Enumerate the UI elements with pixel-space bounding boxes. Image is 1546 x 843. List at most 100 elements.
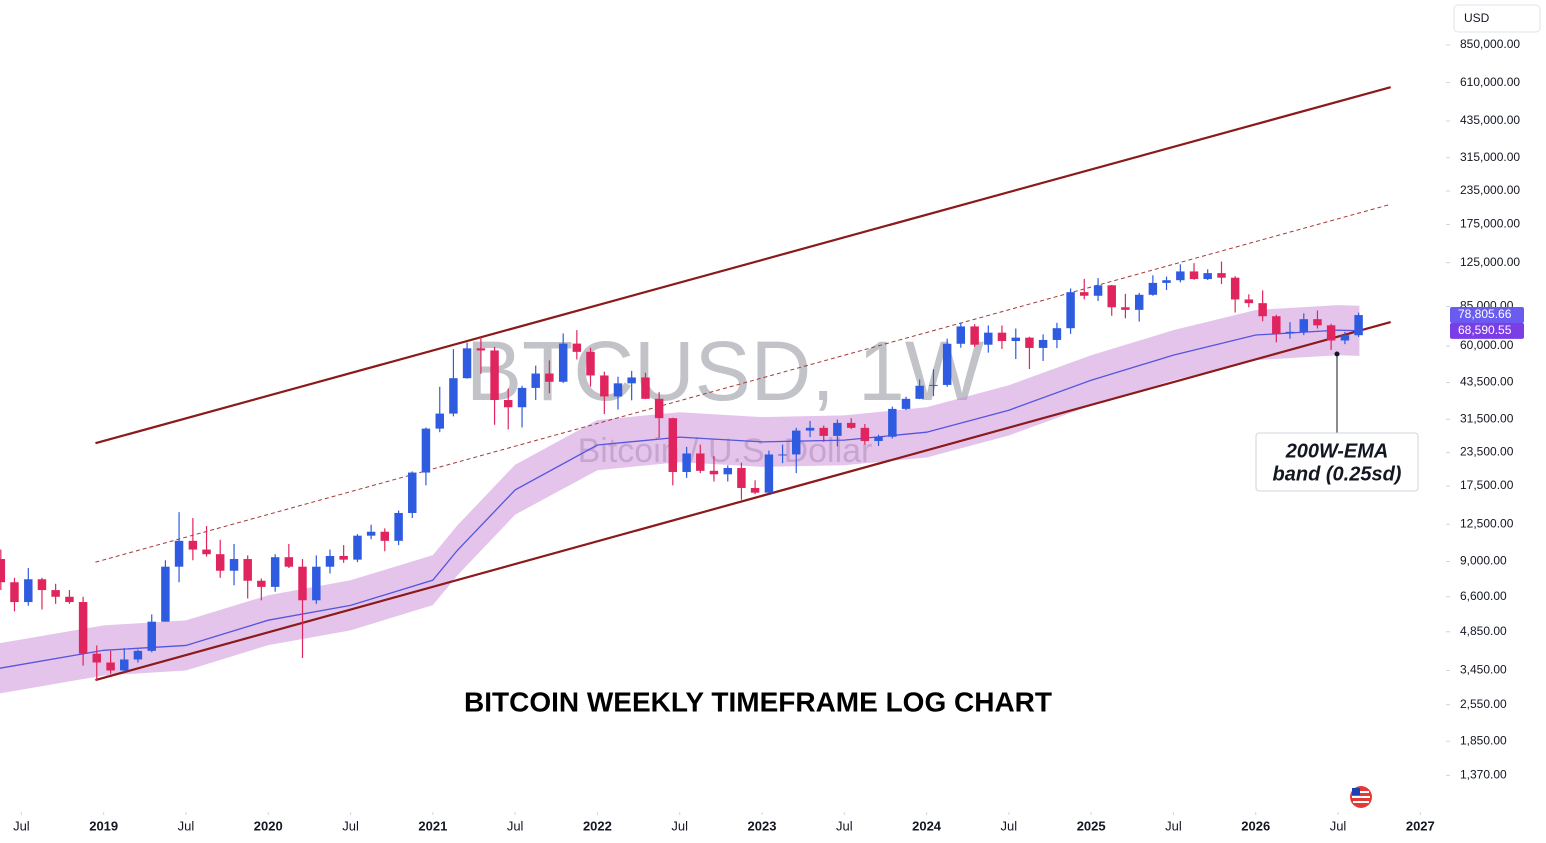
candle-body	[1162, 280, 1171, 283]
candle-body	[737, 468, 746, 488]
chart-title: BITCOIN WEEKLY TIMEFRAME LOG CHART	[464, 686, 1052, 717]
candle-body	[545, 373, 554, 382]
candle-body	[1025, 337, 1034, 348]
candle-body	[1230, 277, 1240, 300]
candle-body	[764, 454, 774, 493]
watermark-symbol: BTCUSD, 1W	[466, 324, 984, 418]
candle-body	[284, 557, 294, 567]
candle-body	[1080, 292, 1089, 296]
x-tick-label: 2020	[254, 818, 283, 833]
candle-body	[120, 659, 129, 671]
price-label-box	[1450, 322, 1524, 339]
x-tick-label: 2025	[1077, 818, 1106, 833]
x-tick-label: 2024	[912, 818, 942, 833]
candle-body	[215, 554, 225, 571]
annotation-dot	[1334, 351, 1340, 357]
candle-body	[1354, 315, 1363, 336]
candle-body	[1189, 271, 1199, 280]
y-tick-label: 4,850.00	[1460, 624, 1507, 638]
candle-body	[970, 326, 979, 345]
candle-body	[1093, 285, 1103, 296]
candle-body	[1038, 339, 1048, 348]
x-tick-label: Jul	[342, 818, 359, 833]
candle-body	[709, 470, 719, 475]
candle-body	[572, 343, 582, 352]
y-tick-label: 1,370.00	[1460, 768, 1507, 782]
x-tick-label: 2022	[583, 818, 612, 833]
candle-body	[819, 427, 828, 436]
candle-body	[229, 559, 239, 571]
y-tick-label: 125,000.00	[1460, 255, 1520, 269]
candle-body	[202, 549, 211, 555]
candle-body	[174, 540, 184, 567]
candle-body	[1011, 337, 1021, 342]
candle-body	[394, 512, 403, 541]
candle-body	[366, 531, 376, 536]
candle-body	[1134, 294, 1144, 310]
y-tick-label: 2,550.00	[1460, 697, 1507, 711]
candle-body	[503, 400, 513, 408]
x-tick-label: 2021	[418, 818, 447, 833]
candle-body	[92, 653, 102, 663]
y-tick-label: 235,000.00	[1460, 183, 1520, 197]
annotation-line: band (0.25sd)	[1273, 463, 1402, 485]
x-tick-label: Jul	[836, 818, 853, 833]
candle-body	[353, 535, 362, 560]
candle-body	[270, 557, 280, 587]
x-tick-label: 2027	[1406, 818, 1435, 833]
candle-body	[956, 326, 966, 344]
candle-body	[517, 387, 527, 408]
x-tick-label: Jul	[13, 818, 30, 833]
candle-body	[421, 428, 431, 473]
x-tick-label: Jul	[1330, 818, 1347, 833]
candle-body	[449, 378, 458, 414]
candle-body	[805, 427, 815, 431]
price-label: 68,590.55	[1458, 323, 1512, 337]
candle-body	[1148, 282, 1158, 295]
channel-line	[95, 320, 1391, 682]
candle-body	[106, 662, 115, 671]
plot-area	[0, 86, 1391, 694]
candle-body	[1052, 328, 1062, 340]
candle-body	[1299, 319, 1309, 332]
candle-body	[1258, 303, 1267, 317]
candle-body	[1121, 307, 1130, 310]
candle-body	[462, 348, 472, 379]
candle-body	[860, 427, 870, 442]
y-tick-label: 610,000.00	[1460, 75, 1520, 89]
candle-body	[723, 468, 733, 475]
candle-body	[133, 650, 143, 660]
x-tick-label: 2023	[748, 818, 777, 833]
annotation-box	[1255, 432, 1419, 492]
candle-body	[929, 384, 938, 386]
candle-body	[1244, 299, 1254, 304]
candle-body	[888, 408, 897, 437]
candle-body	[161, 566, 170, 622]
candle-body	[78, 602, 88, 654]
x-tick-label: Jul	[178, 818, 195, 833]
annotation-line: 200W-EMA	[1285, 440, 1389, 462]
y-tick-label: 315,000.00	[1460, 150, 1520, 164]
flag-stripe	[1352, 796, 1370, 798]
flag-stripe	[1353, 791, 1369, 793]
candle-body	[1107, 285, 1116, 308]
y-tick-label: 1,850.00	[1460, 733, 1507, 747]
candle-body	[558, 343, 568, 382]
candle-body	[641, 377, 650, 399]
candle-body	[24, 579, 33, 603]
flag-stripe	[1353, 801, 1369, 803]
candle-body	[627, 377, 636, 384]
x-tick-label: 2026	[1241, 818, 1270, 833]
x-tick-label: Jul	[507, 818, 524, 833]
candle-body	[668, 418, 678, 472]
candle-body	[984, 332, 993, 345]
candle-body	[600, 375, 609, 397]
flag-icon	[1350, 786, 1372, 808]
candle-body	[1272, 316, 1281, 334]
candle-body	[1326, 325, 1336, 341]
candle-body	[188, 540, 198, 550]
y-tick-label: 175,000.00	[1460, 217, 1520, 231]
x-tick-label: Jul	[1001, 818, 1018, 833]
